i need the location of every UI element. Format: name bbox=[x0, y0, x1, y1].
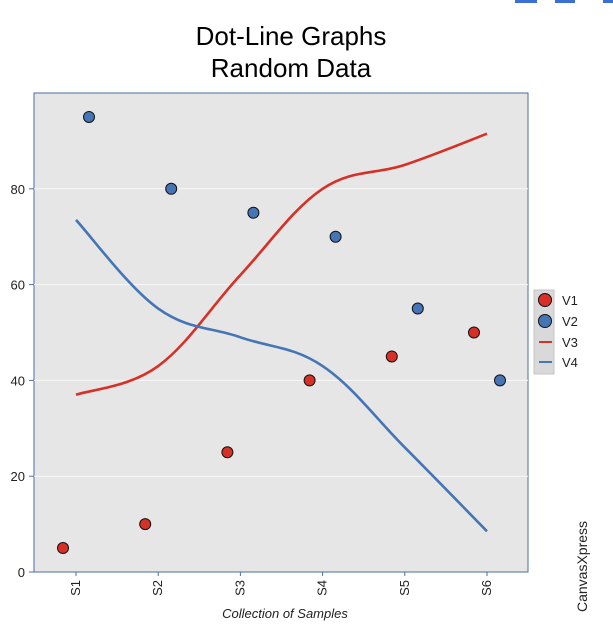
x-tick-label: S3 bbox=[232, 580, 247, 596]
y-tick-label: 60 bbox=[11, 278, 25, 293]
data-point-v1[interactable] bbox=[303, 374, 316, 387]
legend-label-v3: V3 bbox=[562, 335, 578, 350]
series-line-v4 bbox=[75, 219, 488, 533]
y-axis: 0 20 40 60 80 bbox=[11, 182, 34, 580]
series-lines bbox=[75, 132, 488, 533]
brand-label: CanvasXpress bbox=[574, 521, 590, 612]
data-point-v1[interactable] bbox=[221, 446, 234, 459]
toolbar-icon[interactable] bbox=[555, 0, 575, 3]
legend-label-v2: V2 bbox=[562, 314, 578, 329]
y-tick-label: 80 bbox=[11, 182, 25, 197]
data-point-v1[interactable] bbox=[468, 326, 480, 339]
legend-label-v1: V1 bbox=[562, 293, 578, 308]
y-tick-label: 0 bbox=[18, 565, 25, 580]
legend-box bbox=[533, 289, 555, 375]
data-point-v2[interactable] bbox=[329, 230, 342, 243]
data-point-v2[interactable] bbox=[411, 302, 424, 315]
legend-marker-v2 bbox=[538, 314, 552, 328]
x-tick-label: S2 bbox=[150, 580, 165, 596]
series-line-v3 bbox=[75, 132, 488, 397]
x-tick-label: S6 bbox=[479, 580, 494, 596]
toolbar-icon[interactable] bbox=[603, 0, 613, 3]
legend[interactable]: V1 V2 V3 V4 bbox=[533, 289, 578, 375]
x-tick-label: S5 bbox=[397, 580, 412, 596]
chart-subtitle: Random Data bbox=[211, 53, 372, 83]
series-dots bbox=[57, 110, 506, 555]
data-point-v1[interactable] bbox=[139, 518, 152, 531]
plot-area bbox=[33, 92, 529, 573]
x-axis-label: Collection of Samples bbox=[222, 606, 348, 621]
y-tick-label: 20 bbox=[11, 469, 25, 484]
data-point-v2[interactable] bbox=[83, 110, 95, 123]
data-point-v2[interactable] bbox=[165, 182, 178, 195]
chart-title: Dot-Line Graphs bbox=[196, 21, 387, 51]
data-point-v1[interactable] bbox=[57, 542, 69, 555]
data-point-v2[interactable] bbox=[494, 374, 506, 387]
x-tick-label: S4 bbox=[315, 580, 330, 596]
y-tick-label: 40 bbox=[11, 373, 25, 388]
legend-label-v4: V4 bbox=[562, 355, 578, 370]
x-axis: S1 S2 S3 S4 S5 S6 bbox=[68, 572, 494, 596]
x-tick-label: S1 bbox=[68, 580, 83, 596]
data-point-v2[interactable] bbox=[247, 206, 260, 219]
data-point-v1[interactable] bbox=[385, 350, 398, 363]
toolbar-icon[interactable] bbox=[515, 0, 537, 3]
legend-marker-v1 bbox=[538, 293, 552, 307]
grid-lines bbox=[34, 188, 528, 477]
